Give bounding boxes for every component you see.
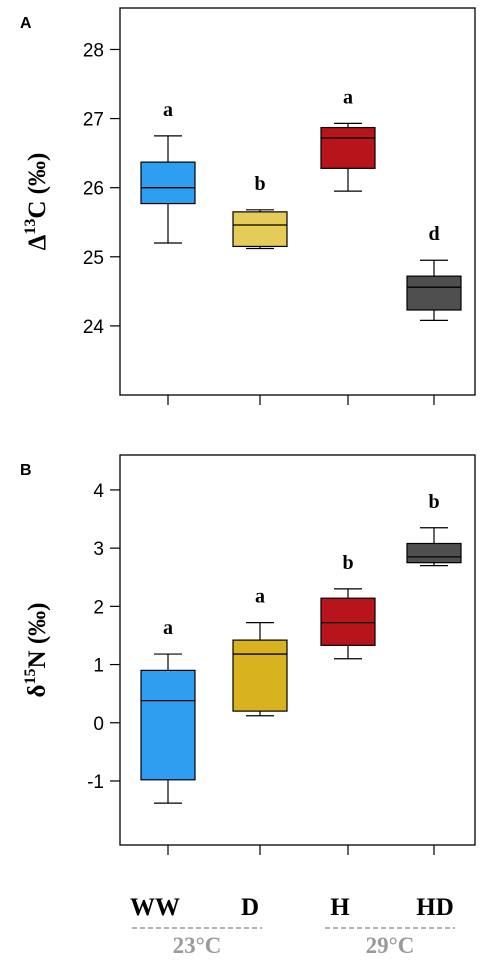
category-label-HD: HD: [416, 894, 454, 921]
y-axis-title-symbol: δ: [24, 684, 51, 697]
significance-letter: a: [255, 586, 265, 608]
significance-letter: d: [428, 223, 439, 245]
y-tick-label: 25: [83, 248, 104, 269]
significance-letter: a: [163, 99, 173, 121]
significance-letter: b: [428, 491, 439, 513]
box-D: a: [232, 586, 288, 717]
box-D: b: [232, 173, 288, 250]
category-label-H: H: [330, 894, 350, 921]
y-axis-title: Δ13C (‰): [22, 153, 51, 251]
iqr-box: [232, 211, 288, 248]
y-tick-label: 3: [93, 539, 104, 560]
significance-letter: a: [343, 86, 353, 108]
y-tick-label: 26: [83, 179, 104, 200]
category-label-D: D: [241, 894, 259, 921]
y-axis-title-symbol: Δ: [24, 234, 51, 250]
y-tick-label: 1: [93, 656, 104, 677]
iqr-box: [140, 161, 196, 205]
significance-letter: b: [254, 173, 265, 195]
iqr-box: [406, 275, 462, 311]
y-tick-label: -1: [87, 772, 104, 793]
panel-label: A: [20, 15, 32, 32]
category-label-WW: WW: [130, 894, 180, 921]
y-axis-title-unit: C (‰): [24, 153, 51, 219]
y-tick-label: 28: [83, 40, 104, 61]
significance-letter: a: [163, 617, 173, 639]
iqr-box: [232, 639, 288, 712]
y-axis-title-superscript: 15: [22, 668, 39, 684]
iqr-box: [406, 542, 462, 564]
y-axis-title-superscript: 13: [22, 219, 39, 235]
iqr-box: [320, 126, 376, 169]
panel-label: B: [20, 462, 32, 479]
panel-B: B -1 0 1 2 3 4 δ15N (‰) a a b b: [20, 454, 476, 855]
box-H: b: [320, 552, 376, 660]
box-WW: a: [140, 99, 196, 244]
y-tick-label: 0: [93, 714, 104, 735]
group-label: 23°C: [173, 933, 222, 958]
y-axis-title: δ15N (‰): [22, 603, 51, 698]
panel-A: A 24 25 26 27 28 Δ13C (‰) a b a d: [20, 7, 476, 405]
plot-frame: [119, 7, 476, 396]
box-H: a: [320, 86, 376, 192]
iqr-box: [320, 597, 376, 646]
box-HD: b: [406, 491, 462, 567]
group-label: 29°C: [366, 933, 415, 958]
y-tick-label: 2: [93, 597, 104, 618]
y-tick-label: 24: [83, 317, 105, 338]
iqr-box: [140, 669, 196, 781]
significance-letter: b: [342, 552, 353, 574]
y-tick-label: 4: [93, 481, 104, 502]
y-axis-title-unit: N (‰): [24, 603, 51, 669]
plot-frame: [119, 454, 476, 846]
box-WW: a: [140, 617, 196, 804]
y-tick-label: 27: [83, 110, 104, 131]
box-HD: d: [406, 223, 462, 321]
